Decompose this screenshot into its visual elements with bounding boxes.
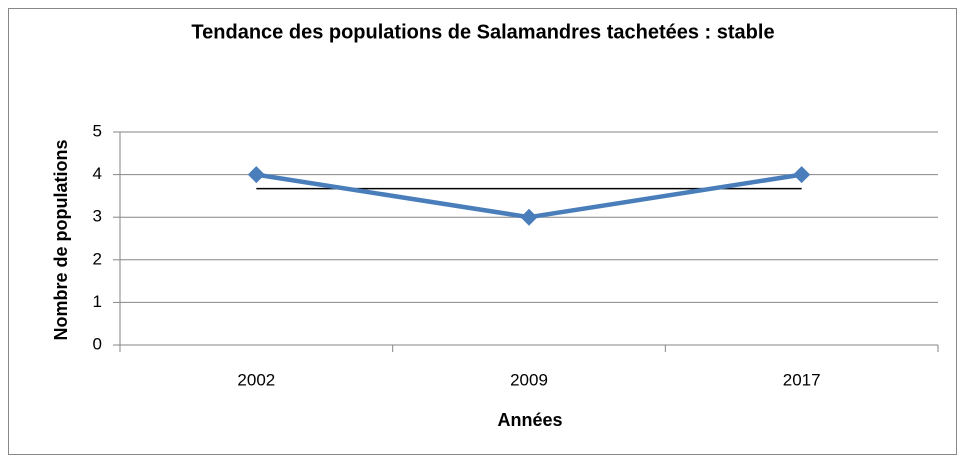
x-tick-label: 2002 — [237, 370, 275, 389]
marker — [247, 166, 265, 184]
marker — [520, 208, 538, 226]
y-tick-label: 4 — [93, 164, 102, 183]
marker — [793, 166, 811, 184]
chart-border — [8, 8, 957, 455]
y-tick-label: 0 — [93, 334, 102, 353]
y-tick-label: 1 — [93, 292, 102, 311]
x-tick-label: 2017 — [783, 370, 821, 389]
chart-title: Tendance des populations de Salamandres … — [191, 21, 774, 43]
x-tick-label: 2009 — [510, 370, 548, 389]
y-axis-title: Nombre de populations — [51, 139, 71, 340]
y-tick-label: 5 — [93, 121, 102, 140]
y-tick-label: 3 — [93, 207, 102, 226]
y-tick-label: 2 — [93, 249, 102, 268]
x-axis-title: Années — [497, 410, 562, 430]
